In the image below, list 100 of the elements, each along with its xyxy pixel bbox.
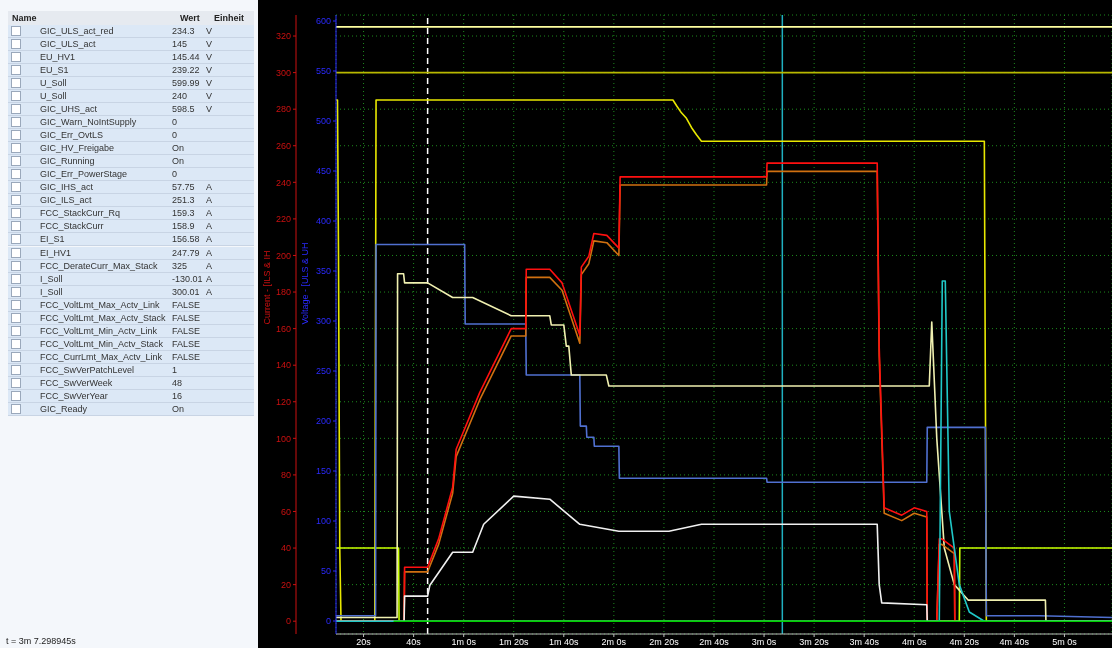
y-tick-label: 500 [315,116,331,127]
text: FCC_SwVerPatchLevel [40,364,135,375]
x-tick-label: 1m 20s [498,637,529,648]
text: 251.3 [172,195,195,206]
text: GIC_ULS_act_red [40,26,114,36]
text: 158.9 [172,221,195,232]
y2-tick-label: 120 [275,396,291,407]
x-tick-label: 1m 0s [451,637,477,648]
text: 16 [172,390,183,401]
text: A [206,286,213,297]
x-tick-label: 4m 40s [999,637,1030,648]
x-tick-label: 1m 40s [549,637,580,648]
text: V [206,104,213,115]
text: 300.01 [172,286,200,297]
text: GIC_HV_Freigabe [40,143,115,154]
text: 1 [172,364,178,375]
text: A [206,234,213,245]
text: GIC_Ready [40,403,88,414]
y-tick-label: 0 [325,616,331,627]
text: V [206,39,213,50]
x-tick-label: 2m 0s [601,637,627,648]
text: V [206,91,213,102]
x-tick-label: 20s [356,637,372,648]
text: FCC_VoltLmt_Max_Actv_Stack [40,312,166,323]
text: GIC_Warn_NoIntSupply [40,117,137,128]
text: FCC_VoltLmt_Max_Actv_Link [40,299,160,310]
y2-axis-title: Current - [ILS & IH [262,250,273,325]
text: FCC_VoltLmt_Min_Actv_Link [40,325,158,336]
y-axis-title: Voltage - [ULS & UH [300,242,311,325]
text: 145.44 [172,52,200,63]
text: FCC_StackCurr [40,221,104,232]
x-tick-label: 40s [406,637,422,648]
text: 598.5 [172,104,195,115]
text: 48 [172,377,183,388]
text: A [206,260,213,271]
category-label: Wert [180,13,200,23]
text: EU_HV1 [40,52,76,63]
text: FALSE [172,325,201,336]
text: GIC_UHS_act [40,104,98,115]
text: A [206,182,213,193]
y2-tick-label: 200 [275,250,291,261]
y-tick-label: 200 [315,416,331,427]
text: FALSE [172,351,201,362]
y2-tick-label: 60 [280,506,291,517]
text: U_Soll [40,78,67,89]
x-tick-label: 3m 40s [849,637,880,648]
text: 234.3 [172,26,195,36]
text: I_Soll [40,286,63,297]
y2-tick-label: 100 [275,433,291,444]
y-tick-label: 250 [315,366,331,377]
y-tick-label: 600 [315,16,331,27]
y2-tick-label: 280 [275,104,291,115]
text: GIC_Running [40,156,95,167]
y2-tick-label: 320 [275,31,291,42]
text: t = 3m 7.298945s [6,636,76,646]
y2-tick-label: 300 [275,67,291,78]
text: GIC_ULS_act [40,39,96,50]
x-tick-label: 4m 0s [901,637,927,648]
text: On [172,143,185,154]
y2-tick-label: 220 [275,214,291,225]
text: 57.75 [172,182,195,193]
text: GIC_Err_PowerStage [40,169,128,180]
text: EI_HV1 [40,247,72,258]
text: GIC_Err_OvtLS [40,130,104,141]
text: V [206,78,213,89]
text: 0 [172,169,178,180]
y2-tick-label: 260 [275,140,291,151]
text: V [206,65,213,76]
text: A [206,273,213,284]
text: FCC_SwVerYear [40,390,108,401]
text: 247.79 [172,247,200,258]
y-tick-label: 100 [315,516,331,527]
y-tick-label: 300 [315,316,331,327]
text: 325 [172,260,188,271]
y-tick-label: 350 [315,266,331,277]
text: A [206,195,213,206]
y2-tick-label: 160 [275,323,291,334]
text: 599.99 [172,78,200,89]
y-tick-label: 150 [315,466,331,477]
y2-tick-label: 240 [275,177,291,188]
x-tick-label: 3m 20s [799,637,830,648]
text: A [206,247,213,258]
y2-tick-label: 140 [275,360,291,371]
x-tick-label: 2m 20s [649,637,680,648]
y-tick-label: 550 [315,66,331,77]
y-tick-label: 450 [315,166,331,177]
text: FCC_SwVerWeek [40,377,113,388]
text: A [206,221,213,232]
text: On [172,403,185,414]
y2-tick-label: 180 [275,287,291,298]
y-tick-label: 50 [320,566,331,577]
x-tick-label: 2m 40s [699,637,730,648]
text: V [206,26,213,36]
x-tick-label: 4m 20s [949,637,980,648]
y-tick-label: 400 [315,216,331,227]
text: V [206,52,213,63]
text: 145 [172,39,188,50]
text: EI_S1 [40,234,65,245]
x-tick-label: 5m 0s [1052,637,1078,648]
y2-tick-label: 0 [285,616,291,627]
